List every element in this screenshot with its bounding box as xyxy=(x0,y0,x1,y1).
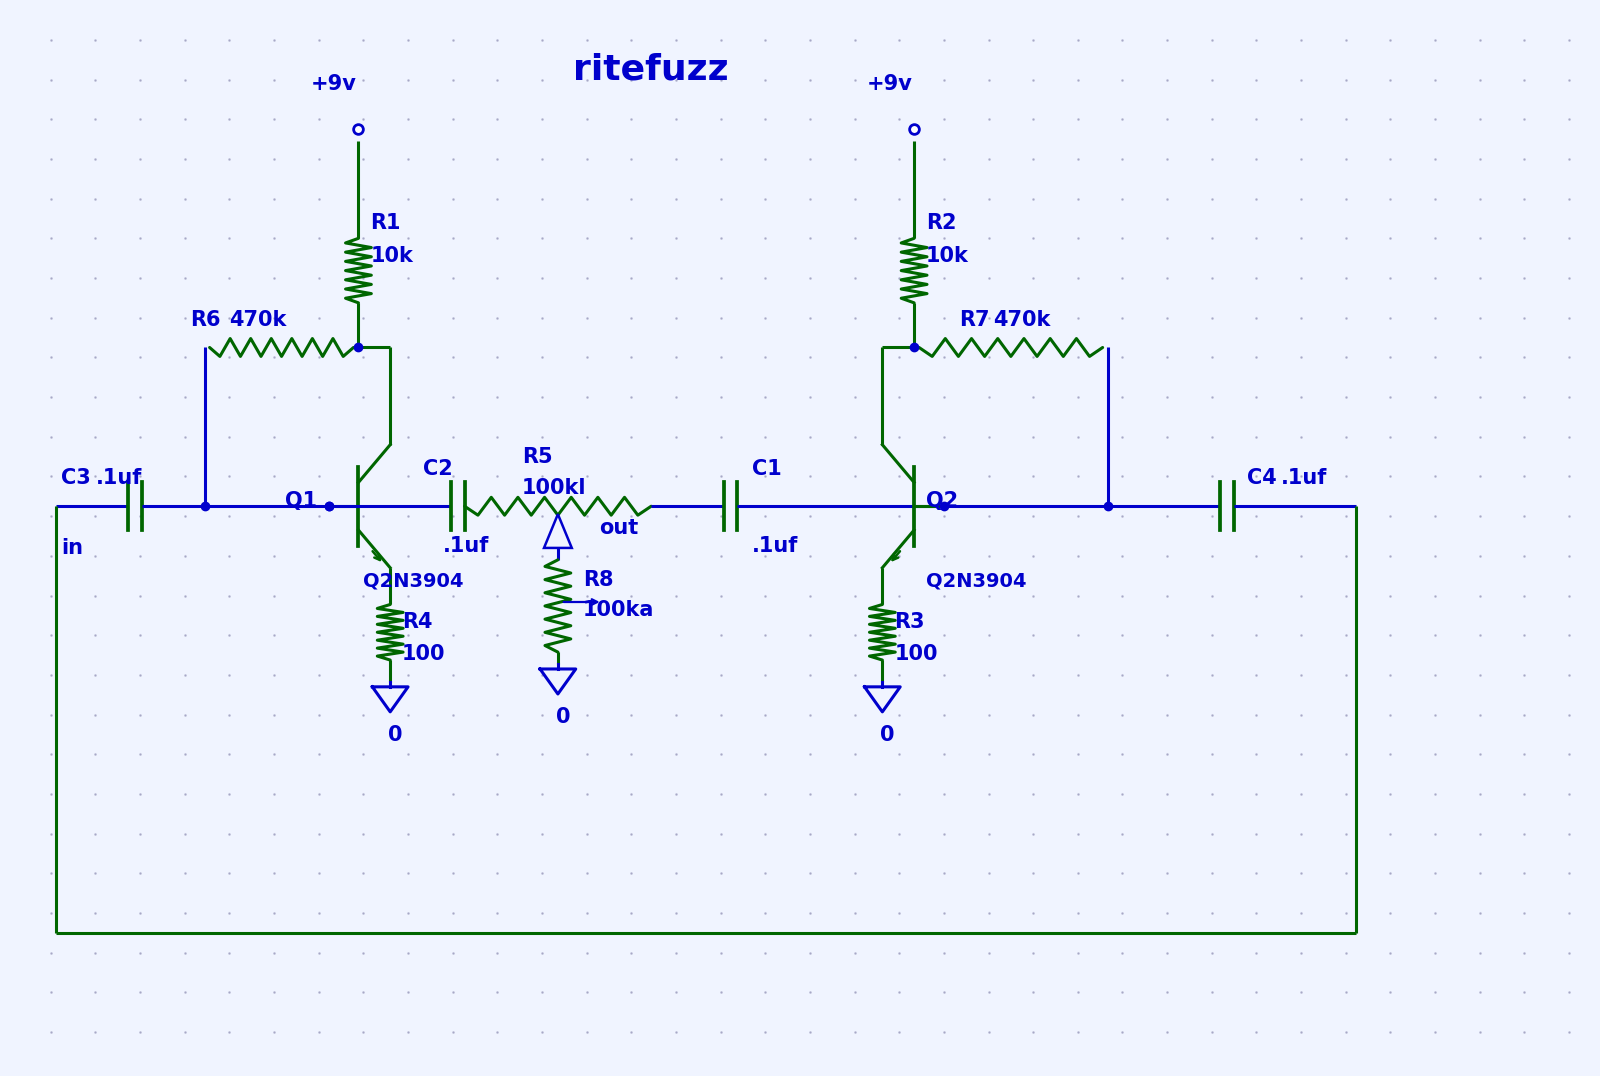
Text: R6: R6 xyxy=(190,310,221,329)
Text: out: out xyxy=(600,518,638,538)
Text: .1uf: .1uf xyxy=(1282,468,1328,489)
Text: ritefuzz: ritefuzz xyxy=(573,53,730,87)
Text: .1uf: .1uf xyxy=(752,536,798,556)
Text: 100ka: 100ka xyxy=(582,600,654,620)
Text: R1: R1 xyxy=(370,213,402,233)
Text: R7: R7 xyxy=(958,310,989,329)
Text: 100: 100 xyxy=(402,645,446,664)
Text: R4: R4 xyxy=(402,612,432,633)
Text: Q1: Q1 xyxy=(285,492,317,511)
Text: 0: 0 xyxy=(555,707,570,726)
Text: R5: R5 xyxy=(522,447,552,467)
Text: Q2N3904: Q2N3904 xyxy=(363,571,464,590)
Text: +9v: +9v xyxy=(866,74,912,95)
Text: Q2: Q2 xyxy=(926,492,958,511)
Text: in: in xyxy=(61,538,83,558)
Text: .1uf: .1uf xyxy=(96,468,142,489)
Text: 0: 0 xyxy=(387,724,403,745)
Text: +9v: +9v xyxy=(310,74,357,95)
Text: 10k: 10k xyxy=(926,246,970,266)
Text: 100: 100 xyxy=(894,645,938,664)
Text: 470k: 470k xyxy=(229,310,286,329)
Text: C1: C1 xyxy=(752,458,782,479)
Text: C4: C4 xyxy=(1246,468,1277,489)
Text: Q2N3904: Q2N3904 xyxy=(926,571,1027,590)
Text: C2: C2 xyxy=(422,458,453,479)
Text: 0: 0 xyxy=(880,724,894,745)
Text: R2: R2 xyxy=(926,213,957,233)
Text: 100kl: 100kl xyxy=(522,479,587,498)
Text: 10k: 10k xyxy=(370,246,413,266)
Text: R3: R3 xyxy=(894,612,925,633)
Text: R8: R8 xyxy=(582,570,613,590)
Text: 470k: 470k xyxy=(994,310,1051,329)
Text: .1uf: .1uf xyxy=(443,536,490,556)
Text: C3: C3 xyxy=(61,468,91,489)
